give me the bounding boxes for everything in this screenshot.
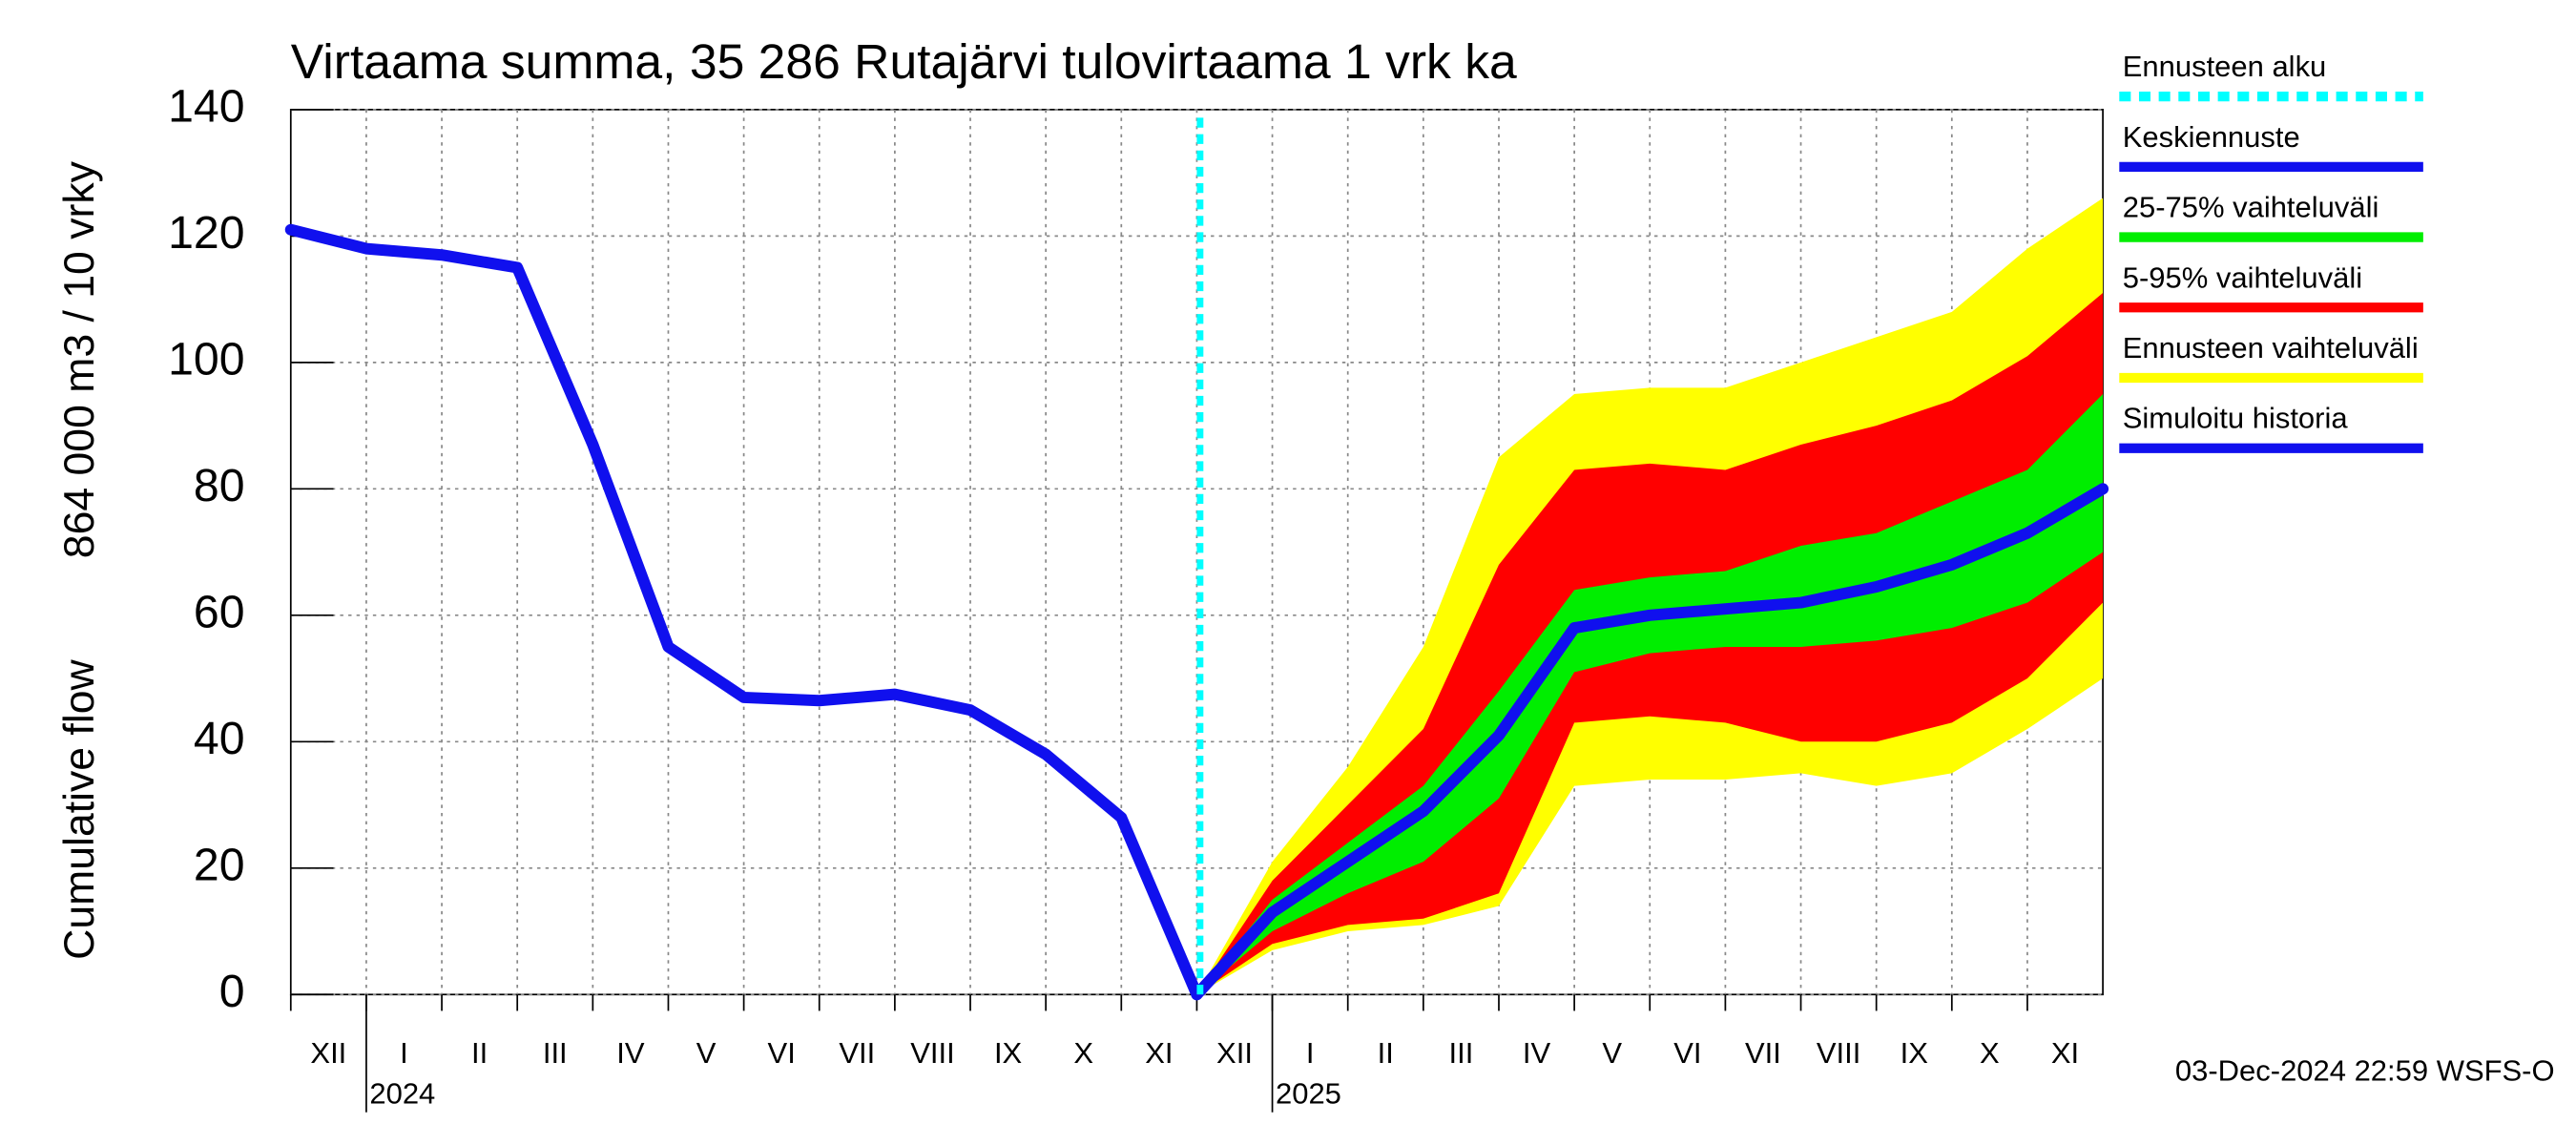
year-label: 2025 bbox=[1276, 1077, 1341, 1111]
x-tick-label: VII bbox=[1745, 1036, 1781, 1070]
y-tick-label: 140 bbox=[168, 81, 244, 133]
y-tick-label: 40 bbox=[194, 713, 245, 764]
line bbox=[284, 223, 1203, 1001]
x-tick-label: VI bbox=[768, 1036, 796, 1070]
line bbox=[1191, 483, 2109, 1001]
x-tick-label: II bbox=[471, 1036, 488, 1070]
x-tick-label: I bbox=[400, 1036, 408, 1070]
legend-label: Ennusteen vaihteluväli bbox=[2123, 331, 2419, 364]
x-tick-label: III bbox=[1449, 1036, 1474, 1070]
y-axis-label: Cumulative flow bbox=[56, 659, 103, 960]
x-tick-label: V bbox=[1602, 1036, 1622, 1070]
y-tick-label: 100 bbox=[168, 334, 244, 385]
x-tick-label: VIII bbox=[1817, 1036, 1860, 1070]
x-tick-label: XI bbox=[1145, 1036, 1173, 1070]
year-label: 2024 bbox=[369, 1077, 435, 1111]
y-axis-label: 864 000 m3 / 10 vrky bbox=[56, 160, 103, 558]
x-tick-label: IV bbox=[1523, 1036, 1551, 1070]
x-tick-label: II bbox=[1378, 1036, 1394, 1070]
legend-label: Simuloitu historia bbox=[2123, 402, 2349, 435]
y-tick-label: 60 bbox=[194, 587, 245, 638]
legend-label: 5-95% vaihteluväli bbox=[2123, 260, 2362, 294]
legend-label: Keskiennuste bbox=[2123, 120, 2300, 154]
band bbox=[1196, 393, 2104, 995]
x-tick-label: XI bbox=[2051, 1036, 2079, 1070]
legend-label: Ennusteen alku bbox=[2123, 50, 2327, 83]
x-tick-label: X bbox=[1980, 1036, 2000, 1070]
y-tick-label: 120 bbox=[168, 207, 244, 259]
x-tick-label: IX bbox=[994, 1036, 1022, 1070]
x-tick-label: III bbox=[543, 1036, 568, 1070]
x-tick-label: IX bbox=[1901, 1036, 1928, 1070]
x-tick-label: VIII bbox=[910, 1036, 954, 1070]
footer: 03-Dec-2024 22:59 WSFS-O bbox=[2175, 1054, 2555, 1088]
x-tick-label: IV bbox=[616, 1036, 645, 1070]
x-tick-label: I bbox=[1306, 1036, 1315, 1070]
y-tick-label: 80 bbox=[194, 460, 245, 511]
x-tick-label: XII bbox=[310, 1036, 346, 1070]
x-tick-label: X bbox=[1073, 1036, 1093, 1070]
y-tick-label: 20 bbox=[194, 840, 245, 891]
x-tick-label: VII bbox=[839, 1036, 875, 1070]
legend-label: 25-75% vaihteluväli bbox=[2123, 191, 2379, 224]
x-tick-label: V bbox=[696, 1036, 717, 1070]
x-tick-label: VI bbox=[1673, 1036, 1701, 1070]
chart-title: Virtaama summa, 35 286 Rutajärvi tulovir… bbox=[291, 33, 1517, 89]
x-tick-label: XII bbox=[1216, 1036, 1253, 1070]
y-tick-label: 0 bbox=[219, 966, 245, 1017]
